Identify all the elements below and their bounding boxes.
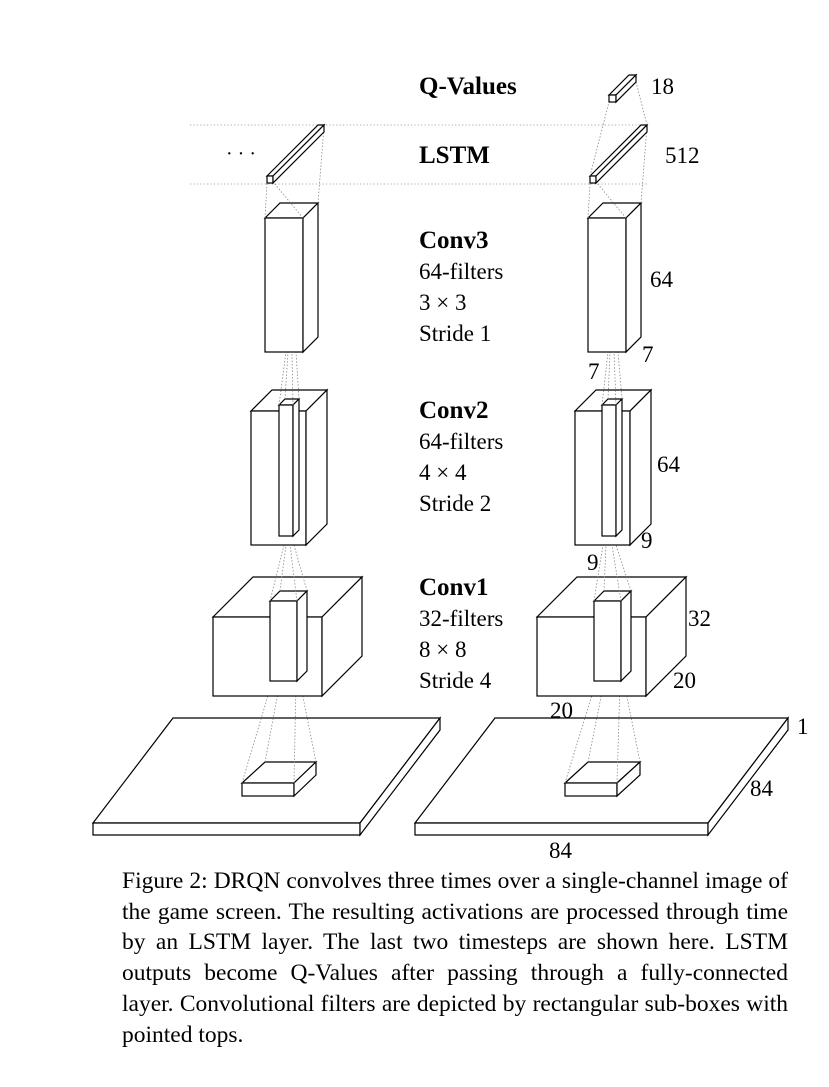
projection-lstm-qvalues	[589, 81, 648, 177]
conv3-height-label: 7	[588, 359, 600, 384]
conv3-filters: 64-filters	[419, 259, 503, 284]
input-filter-patch-right	[563, 760, 642, 798]
conv3-depth-label: 64	[650, 267, 674, 292]
conv2-label: Conv2	[419, 397, 488, 424]
conv2-depth-label: 64	[657, 452, 681, 477]
conv1-filter-left	[268, 589, 309, 683]
conv2-width-label: 9	[641, 528, 653, 553]
qvalues-label: Q-Values	[419, 73, 517, 100]
conv1-filter-right	[592, 589, 633, 683]
projection-conv2-conv3-right	[601, 351, 623, 406]
conv3-label: Conv3	[419, 227, 488, 254]
conv3-width-label: 7	[642, 342, 654, 367]
projection-input-conv1-left	[241, 681, 317, 784]
conv3-stride: Stride 1	[419, 321, 491, 346]
projection-conv2-conv3-left	[278, 351, 300, 406]
conv1-kernel: 8 × 8	[419, 637, 466, 662]
conv1-height-label: 20	[550, 698, 573, 723]
conv3-kernel: 3 × 3	[419, 290, 466, 315]
figure-caption: Figure 2: DRQN convolves three times ove…	[122, 868, 788, 1048]
lstm-ellipsis: · · ·	[226, 143, 256, 165]
qvalues-size-label: 18	[651, 74, 674, 99]
conv1-depth-label: 32	[688, 606, 711, 631]
conv2-height-label: 9	[587, 550, 599, 575]
lstm-label: LSTM	[419, 142, 490, 169]
projection-conv1-conv2-left	[269, 544, 308, 602]
conv2-filter-right	[600, 397, 624, 538]
projection-input-conv1-right	[564, 681, 641, 784]
projection-conv3-lstm-left	[264, 125, 325, 219]
conv1-label: Conv1	[419, 574, 488, 601]
projection-conv1-conv2-right	[593, 544, 632, 602]
input-height-label: 84	[549, 838, 573, 860]
lstm-bar-right	[588, 123, 649, 185]
conv1-filters: 32-filters	[419, 606, 503, 631]
conv2-filters: 64-filters	[419, 429, 503, 454]
conv2-kernel: 4 × 4	[419, 460, 467, 485]
input-channels-label: 1	[797, 714, 809, 739]
input-width-label: 84	[750, 776, 774, 801]
lstm-size-label: 512	[665, 143, 700, 168]
projection-conv3-lstm-right	[587, 125, 648, 219]
conv3-block-right	[586, 201, 643, 354]
timestep-current	[413, 73, 790, 837]
lstm-bar-left	[265, 123, 326, 185]
input-filter-patch-left	[240, 760, 318, 798]
conv3-block-left	[263, 201, 320, 354]
conv1-block-left	[211, 575, 364, 698]
qvalues-bar	[607, 73, 638, 104]
conv2-filter-left	[277, 397, 301, 538]
timestep-previous	[91, 123, 442, 837]
lstm-guide-lines	[190, 124, 648, 185]
drqn-architecture-diagram: Q-Values LSTM · · · Conv3 64-filters 3 ×…	[91, 73, 809, 860]
conv1-stride: Stride 4	[419, 668, 492, 693]
conv1-width-label: 20	[673, 668, 696, 693]
conv2-stride: Stride 2	[419, 491, 491, 516]
